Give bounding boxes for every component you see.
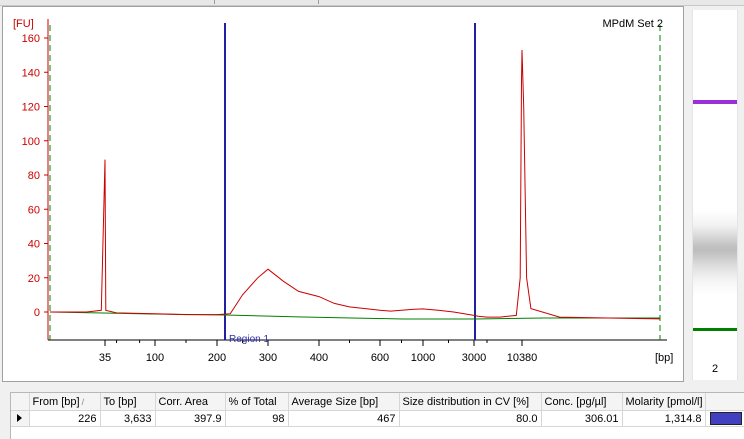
x-tick-label: 300 xyxy=(259,352,277,364)
y-tick-label: 120 xyxy=(22,102,40,114)
y-tick-label: 100 xyxy=(22,136,40,148)
y-tick-label: 80 xyxy=(28,170,40,182)
cell-molarity: 1,314.8 xyxy=(622,410,706,427)
col-header-molarity[interactable]: Molarity [pmol/l] xyxy=(622,393,706,411)
col-header-to[interactable]: To [bp] xyxy=(100,393,156,411)
y-tick-label: 40 xyxy=(28,239,40,251)
current-row-arrow-icon xyxy=(17,413,23,422)
upper-marker-band xyxy=(693,100,737,104)
region-color-swatch[interactable] xyxy=(709,412,742,425)
cell-conc: 306.01 xyxy=(541,410,623,427)
cell-from[interactable]: 226 xyxy=(29,410,101,427)
x-tick-label: 200 xyxy=(208,352,226,364)
table-row[interactable]: 226 3,633 397.9 98 467 80.0 306.01 1,314… xyxy=(11,410,744,427)
x-tick-label: 600 xyxy=(371,352,389,364)
x-tick-label: 100 xyxy=(146,352,164,364)
col-header-conc[interactable]: Conc. [pg/µl] xyxy=(541,393,623,411)
y-tick-label: 140 xyxy=(22,67,40,79)
region-label: Region 1 xyxy=(229,334,269,345)
electropherogram-panel[interactable]: 0 20 40 60 80 100 120 140 160 35 100 200 300 400 600 1… xyxy=(2,6,684,382)
y-tick-label: 20 xyxy=(28,273,40,285)
col-header-color xyxy=(705,393,744,411)
chart-title: MPdM Set 2 xyxy=(602,18,663,30)
cell-size-cv: 80.0 xyxy=(399,410,542,427)
y-tick-label: 60 xyxy=(28,204,40,216)
row-selector-header xyxy=(11,393,30,411)
x-tick-label: 35 xyxy=(99,352,111,364)
fluorescence-trace xyxy=(50,49,661,320)
cell-avg-size: 467 xyxy=(288,410,400,427)
splitter-tick xyxy=(318,0,319,4)
x-tick-label: 1000 xyxy=(411,352,435,364)
x-axis-ticks: 35 100 200 300 400 600 1000 3000 10380 xyxy=(99,340,537,364)
gel-lane-label: 2 xyxy=(711,363,719,375)
x-tick-label: 400 xyxy=(310,352,328,364)
splitter-tick xyxy=(214,0,215,4)
x-tick-label: 10380 xyxy=(507,352,538,364)
cell-pct-total: 98 xyxy=(225,410,289,427)
region-table[interactable]: From [bp] / To [bp] Corr. Area % of Total… xyxy=(10,392,744,439)
col-header-avg-size[interactable]: Average Size [bp] xyxy=(288,393,400,411)
x-tick-label: 3000 xyxy=(462,352,486,364)
electropherogram-chart[interactable]: 0 20 40 60 80 100 120 140 160 35 100 200 300 400 600 1… xyxy=(3,7,683,381)
col-header-corr-area[interactable]: Corr. Area xyxy=(155,393,226,411)
y-unit-label: [FU] xyxy=(13,18,34,30)
x-unit-label: [bp] xyxy=(655,352,673,364)
table-header-row: From [bp] / To [bp] Corr. Area % of Total… xyxy=(11,393,744,411)
cell-to[interactable]: 3,633 xyxy=(100,410,156,427)
lower-marker-band xyxy=(693,328,737,331)
y-axis-ticks: 0 20 40 60 80 100 120 140 160 xyxy=(22,33,48,319)
cell-corr-area: 397.9 xyxy=(155,410,226,427)
cell-region-color[interactable] xyxy=(705,410,744,427)
col-header-from[interactable]: From [bp] / xyxy=(29,393,101,411)
col-header-pct-total[interactable]: % of Total xyxy=(225,393,289,411)
row-selector[interactable] xyxy=(11,410,30,427)
window-top-strip xyxy=(0,0,744,6)
gel-lane[interactable]: 2 xyxy=(692,10,738,380)
y-tick-label: 160 xyxy=(22,33,40,45)
y-tick-label: 0 xyxy=(34,307,40,319)
col-header-size-cv[interactable]: Size distribution in CV [%] xyxy=(399,393,542,411)
